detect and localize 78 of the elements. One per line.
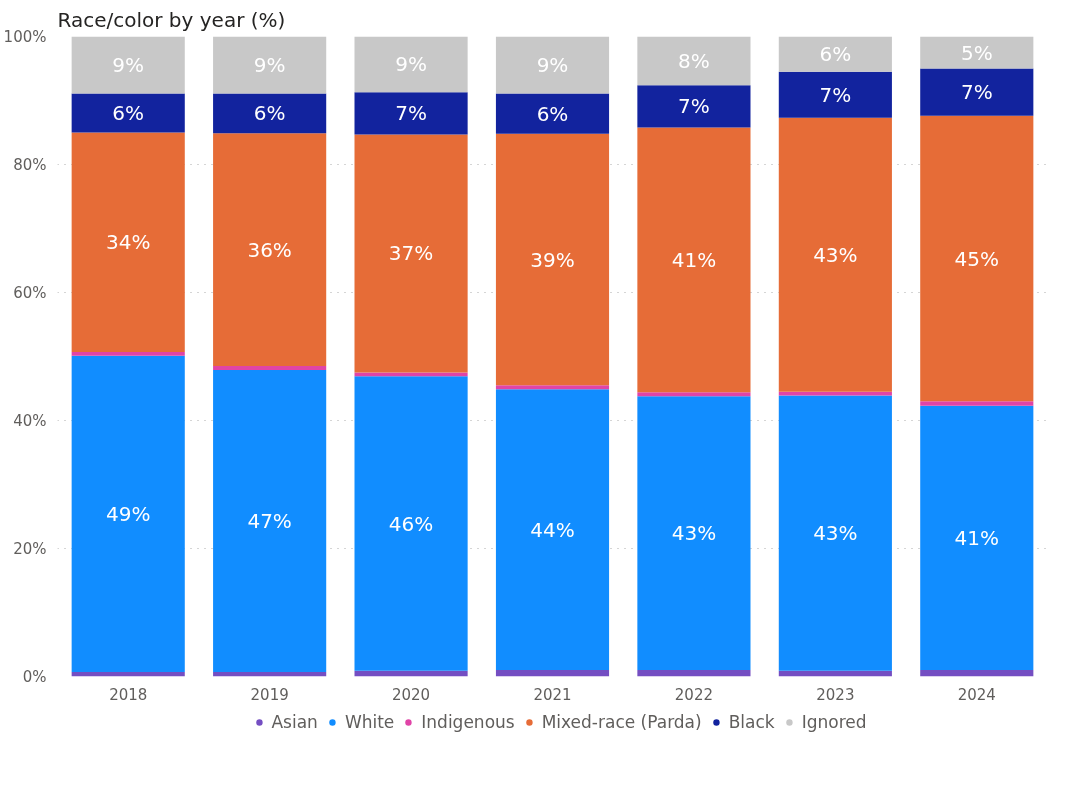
bar <box>637 85 751 128</box>
bar <box>637 670 751 677</box>
bar <box>71 36 185 94</box>
data-label: 46% <box>388 511 434 536</box>
y-tick-label: 60% <box>13 283 47 302</box>
bar <box>637 396 751 671</box>
bar <box>354 92 468 135</box>
legend-label: Indigenous <box>421 712 515 732</box>
bar <box>354 36 468 93</box>
bar <box>213 93 327 134</box>
bar <box>920 401 1034 406</box>
data-label: 7% <box>395 101 427 126</box>
bar <box>637 127 751 393</box>
data-label: 43% <box>671 521 717 546</box>
data-label: 39% <box>530 247 575 272</box>
bar <box>778 395 892 671</box>
data-label: 6% <box>112 100 145 125</box>
bar <box>637 392 751 397</box>
bar <box>778 71 892 118</box>
data-label: 36% <box>247 237 292 262</box>
bar <box>920 670 1034 677</box>
data-label: 7% <box>960 80 993 105</box>
data-label: 41% <box>671 247 717 272</box>
data-label: 49% <box>105 501 151 526</box>
x-tick-label: 2020 <box>391 685 431 704</box>
data-label: 45% <box>954 246 1000 271</box>
bar <box>213 369 327 673</box>
bar <box>213 133 327 367</box>
bar <box>920 68 1034 116</box>
bar <box>354 134 468 373</box>
data-label: 41% <box>954 525 1000 550</box>
x-tick-label: 2023 <box>816 685 855 704</box>
x-tick-label: 2024 <box>957 685 996 704</box>
x-tick-label: 2022 <box>674 685 714 704</box>
bar <box>920 115 1034 402</box>
data-label: 7% <box>819 82 852 107</box>
bar <box>495 93 610 134</box>
data-label: 43% <box>813 242 858 267</box>
legend-label: White <box>344 712 395 732</box>
bar <box>920 405 1034 671</box>
bar <box>778 391 892 396</box>
bar <box>71 352 185 356</box>
bar <box>778 36 892 72</box>
bar <box>495 670 610 677</box>
bar <box>495 133 610 386</box>
bar <box>920 36 1034 69</box>
y-tick-label: 0% <box>22 667 47 686</box>
bar <box>495 389 610 671</box>
bar <box>354 376 468 671</box>
data-label: 6% <box>253 101 286 126</box>
legend-label: Mixed-race (Parda) <box>541 712 702 732</box>
bar <box>778 117 892 392</box>
bar <box>637 36 751 86</box>
y-tick-label: 40% <box>13 411 47 430</box>
bar <box>71 355 185 673</box>
data-label: 6% <box>536 101 569 126</box>
data-label: 37% <box>388 241 434 266</box>
y-tick-label: 80% <box>13 155 47 174</box>
x-tick-label: 2018 <box>109 685 148 704</box>
bar <box>213 366 327 370</box>
bar <box>495 385 610 390</box>
y-tick-label: 20% <box>13 539 47 558</box>
legend-label: Ignored <box>801 712 867 732</box>
chart-title: Race/color by year (%) <box>57 7 286 32</box>
x-tick-label: 2021 <box>533 685 572 704</box>
x-tick-label: 2019 <box>250 685 289 704</box>
data-label: 34% <box>105 230 151 255</box>
legend-label: Asian <box>271 712 318 732</box>
data-label: 47% <box>247 508 292 533</box>
bar <box>495 36 610 94</box>
legend-label: Black <box>728 712 775 732</box>
bar <box>71 132 185 353</box>
data-label: 44% <box>530 517 575 542</box>
data-label: 7% <box>678 94 710 119</box>
data-label: 43% <box>813 521 858 546</box>
y-tick-label: 100% <box>3 27 47 46</box>
bar <box>213 36 327 94</box>
bar <box>71 93 185 133</box>
